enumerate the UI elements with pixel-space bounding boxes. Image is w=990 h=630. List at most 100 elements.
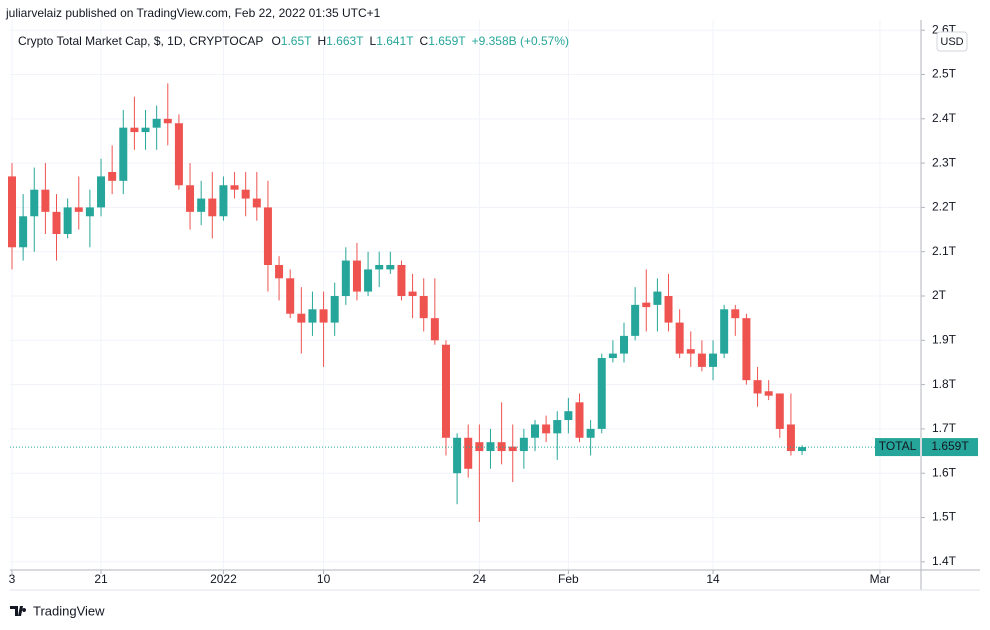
candle-body: [430, 318, 439, 341]
candle-body: [775, 393, 784, 429]
candle-body: [330, 296, 339, 323]
candle-body: [286, 278, 295, 314]
candle-body: [97, 176, 106, 208]
ohlc-key: H: [317, 34, 326, 48]
candle-body: [564, 411, 573, 421]
ohlc-key: C: [420, 34, 429, 48]
x-tick-label: 2022: [210, 572, 237, 586]
candle-body: [208, 198, 217, 217]
candle-body: [664, 296, 673, 323]
candle-body: [675, 322, 684, 354]
candle-body: [620, 335, 629, 354]
ohlc-key: L: [370, 34, 377, 48]
candle-body: [786, 424, 795, 452]
candle-body: [85, 207, 94, 217]
ohlc-value: 1.65T: [281, 34, 312, 48]
price-tag: [922, 438, 978, 457]
candle-body: [542, 424, 551, 434]
y-tick-label: 2.3T: [932, 155, 957, 169]
ohlc-key: O: [271, 34, 280, 48]
candle-body: [386, 265, 395, 270]
labels: 1.4T 1.5T 1.6T 1.7T 1.8T 1.9T 2T 2.1T 2.2T 2.3T 2.…: [9, 22, 978, 586]
candle-body: [475, 442, 484, 452]
candle-body: [275, 265, 284, 279]
candle-body: [219, 185, 228, 217]
candle-body: [530, 424, 539, 438]
x-tick-label: 14: [706, 572, 720, 586]
candle-body: [130, 127, 139, 133]
candle-body: [41, 189, 50, 212]
candle-body: [119, 127, 128, 181]
candle-body: [709, 353, 718, 367]
candle-body: [608, 353, 617, 359]
candle-body: [642, 302, 651, 308]
candle-body: [19, 216, 28, 248]
candle-body: [753, 380, 762, 394]
y-tick-label: 2.2T: [932, 200, 957, 214]
price-tag-label: 1.659T: [931, 439, 969, 453]
x-tick-label: Feb: [558, 572, 579, 586]
x-tick-label: Mar: [870, 572, 891, 586]
candle-body: [586, 428, 595, 438]
currency-label: USD: [940, 36, 963, 48]
candle-body: [241, 189, 250, 199]
currency-button[interactable]: [936, 31, 968, 52]
y-tick-label: 2.1T: [932, 244, 957, 258]
x-tick-label: 3: [9, 572, 16, 586]
candle-body: [174, 123, 183, 186]
candle-body: [341, 260, 350, 297]
candle-body: [152, 118, 161, 128]
candles: [8, 83, 875, 522]
candle-body: [597, 358, 606, 429]
candle-body: [697, 353, 706, 367]
change: +9.358B (+0.57%): [472, 34, 569, 48]
y-tick-label: 1.8T: [932, 377, 957, 391]
candle-body: [52, 211, 61, 234]
candle-body: [575, 402, 584, 438]
x-tick-label: 24: [473, 572, 487, 586]
candle-body: [553, 420, 562, 434]
candle-body: [308, 309, 317, 323]
tv-logo: [10, 606, 27, 616]
candle-body: [141, 127, 150, 133]
candle-body: [30, 189, 39, 217]
candle-body: [186, 185, 195, 212]
candle-body: [731, 309, 740, 319]
y-tick-label: 1.6T: [932, 465, 957, 479]
y-tick-label: 1.7T: [932, 421, 957, 435]
grid: [10, 20, 925, 574]
candle-body: [197, 198, 206, 212]
candle-body: [519, 437, 528, 452]
candle-body: [252, 198, 261, 208]
candle-body: [464, 437, 473, 469]
candle-body: [297, 313, 306, 323]
candle-body: [631, 304, 640, 336]
y-tick-label: 2.5T: [932, 67, 957, 81]
title: Crypto Total Market Cap, $, 1D, CRYPTOCA…: [18, 34, 263, 48]
candle-body: [653, 291, 662, 305]
ohlc-value: 1.663T: [326, 34, 364, 48]
byline: juliarvelaiz published on TradingView.co…: [5, 6, 381, 20]
series-tag-label: TOTAL: [879, 439, 917, 453]
legend-header: Crypto Total Market Cap, $, 1D, CRYPTOCA…: [18, 34, 569, 48]
candle-body: [8, 176, 17, 248]
candle-body: [508, 446, 517, 452]
candle-body: [497, 442, 506, 452]
candle-body: [686, 349, 695, 354]
candle-body: [720, 309, 729, 354]
candle-body: [163, 118, 172, 124]
candle-body: [263, 207, 272, 266]
candle-body: [364, 269, 373, 292]
y-tick-label: 1.4T: [932, 554, 957, 568]
ohlc-value: 1.641T: [376, 34, 414, 48]
candle-body: [441, 344, 450, 438]
candle-body: [74, 207, 83, 212]
series-tag: [875, 438, 920, 457]
candle-body: [63, 207, 72, 234]
candle-body: [419, 296, 428, 319]
candle-body: [230, 185, 239, 190]
y-tick-label: 2.4T: [932, 111, 957, 125]
candle-body: [798, 447, 807, 452]
